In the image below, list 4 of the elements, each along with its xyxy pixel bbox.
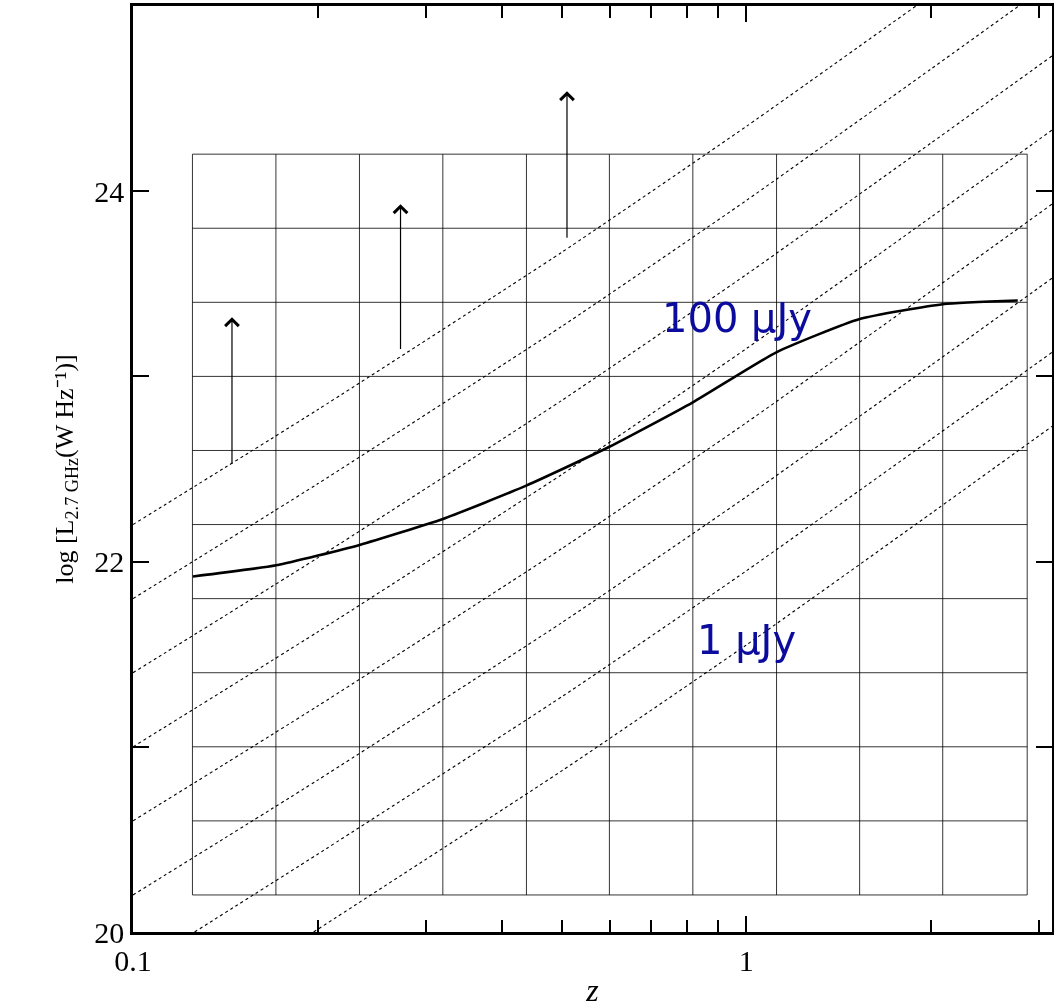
y-tick-label: 22: [94, 545, 125, 579]
x-axis-title: z: [585, 972, 600, 1008]
y-tick-label: 24: [94, 174, 125, 208]
x-tick-label: 1: [738, 943, 754, 977]
